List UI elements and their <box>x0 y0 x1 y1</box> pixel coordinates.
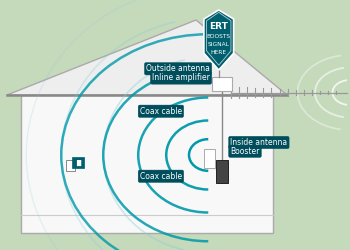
FancyBboxPatch shape <box>204 149 215 168</box>
Text: Outside antenna: Outside antenna <box>146 64 210 73</box>
Text: ERT: ERT <box>209 22 228 31</box>
Text: HERE: HERE <box>211 50 227 55</box>
Text: BOOSTS: BOOSTS <box>207 34 231 40</box>
FancyBboxPatch shape <box>66 160 75 170</box>
Text: Booster: Booster <box>230 147 260 156</box>
Text: Inline amplifier: Inline amplifier <box>152 74 210 82</box>
Polygon shape <box>7 20 287 95</box>
Polygon shape <box>204 10 234 70</box>
Text: Coax cable: Coax cable <box>140 107 182 116</box>
FancyBboxPatch shape <box>216 160 228 183</box>
FancyBboxPatch shape <box>21 95 273 232</box>
Text: █: █ <box>76 160 80 166</box>
Text: Inside antenna: Inside antenna <box>230 138 287 147</box>
FancyBboxPatch shape <box>212 77 232 91</box>
Text: SIGNAL: SIGNAL <box>208 42 230 47</box>
Text: Coax cable: Coax cable <box>140 172 182 181</box>
FancyBboxPatch shape <box>72 157 84 168</box>
